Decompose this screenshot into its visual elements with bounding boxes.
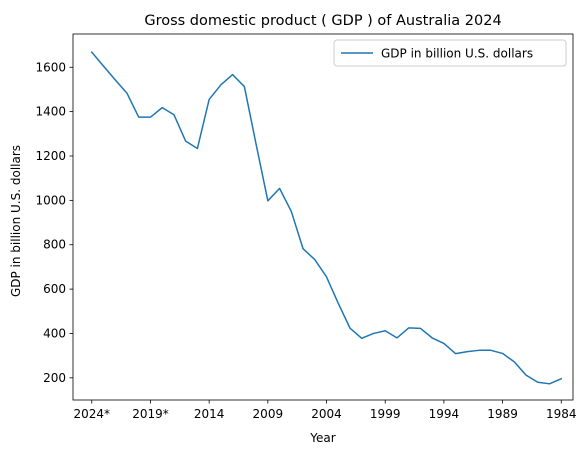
legend: GDP in billion U.S. dollars [333, 39, 567, 67]
y-tick-label: 1400 [35, 105, 66, 119]
x-tick-label: 2009 [253, 407, 284, 421]
axis-ticks: 200 400 600 800 1000 1200 1400 1600 2024* 2019* 20… [35, 60, 576, 421]
x-tick-label: 1984 [546, 407, 577, 421]
x-tick-label: 2024* [74, 407, 111, 421]
x-tick-label: 2004 [311, 407, 342, 421]
series-lines [90, 51, 563, 385]
x-tick-label: 2019* [132, 407, 169, 421]
y-tick-label: 800 [43, 238, 66, 252]
y-axis-label: GDP in billion U.S. dollars [9, 145, 23, 297]
y-tick-label: 1600 [35, 60, 66, 74]
series-line [90, 51, 563, 385]
x-tick-label: 1994 [429, 407, 460, 421]
legend-box [333, 39, 567, 67]
y-tick-label: 400 [43, 326, 66, 340]
y-tick-label: 1200 [35, 149, 66, 163]
y-tick-label: 1000 [35, 193, 66, 207]
legend-label: GDP in billion U.S. dollars [381, 47, 533, 61]
x-tick-label: 1989 [487, 407, 518, 421]
plot-frame [72, 33, 574, 401]
x-tick-label: 1999 [370, 407, 401, 421]
y-tick-label: 200 [43, 371, 66, 385]
y-tick-label: 600 [43, 282, 66, 296]
chart-title: Gross domestic product ( GDP ) of Austra… [144, 13, 501, 29]
x-tick-label: 2014 [194, 407, 225, 421]
x-axis-label: Year [309, 431, 335, 445]
